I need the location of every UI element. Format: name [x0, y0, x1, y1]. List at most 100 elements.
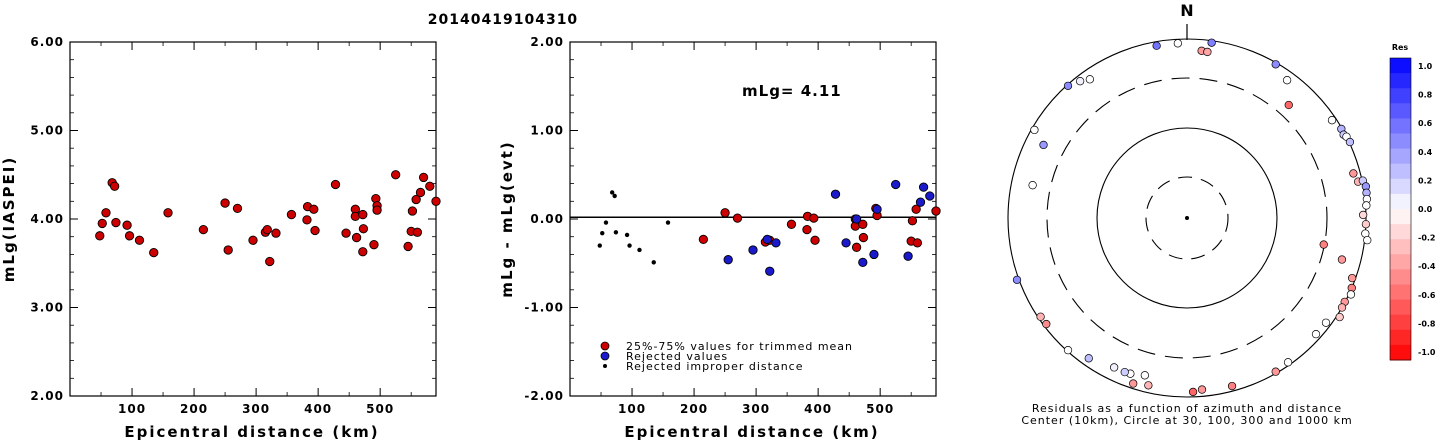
- magnitude-point: [350, 211, 361, 221]
- colorbar-cell: [1390, 148, 1411, 165]
- rejected-residual-point: [915, 197, 926, 207]
- rejected-residual-point: [851, 214, 862, 224]
- magnitude-point: [407, 206, 418, 216]
- azimuth-residual-point: [1271, 367, 1280, 376]
- middle-y-tick-label: -2.00: [524, 389, 564, 403]
- magnitude-point: [341, 228, 351, 238]
- rejected-residual-point: [762, 234, 772, 245]
- colorbar-tick-label: -0.4: [1418, 262, 1436, 271]
- mlg-annotation: mLg= 4.11: [742, 82, 842, 100]
- rejected-residual-point: [723, 255, 733, 265]
- magnitude-point: [310, 225, 320, 236]
- magnitude-point: [111, 217, 121, 228]
- colorbar-tick-label: 0.0: [1418, 205, 1433, 214]
- magnitude-point: [163, 208, 173, 218]
- rejected-residual-point: [858, 257, 868, 268]
- left-x-tick-label: 100: [118, 402, 146, 416]
- colorbar-tick-label: 0.6: [1418, 119, 1433, 128]
- colorbar-cell: [1390, 88, 1411, 104]
- accepted-residual-point: [907, 216, 918, 226]
- improper-distance-point: [609, 190, 615, 195]
- improper-distance-point: [597, 243, 602, 248]
- rejected-residual-point: [771, 238, 781, 248]
- improper-distance-point: [600, 230, 605, 236]
- azimuth-residual-point: [1348, 273, 1357, 283]
- accepted-residual-point: [698, 234, 709, 245]
- azimuth-residual-point: [1271, 60, 1280, 69]
- polar-caption-line-2: Center (10km), Circle at 30, 100, 300 an…: [1021, 414, 1352, 427]
- rejected-residual-point: [841, 238, 851, 248]
- magnitude-point: [418, 172, 429, 183]
- left-x-tick-label: 500: [366, 402, 394, 416]
- legend-marker-rejected: [600, 351, 610, 361]
- azimuth-residual-point: [1337, 303, 1347, 312]
- azimuth-residual-point: [1063, 345, 1073, 355]
- azimuth-residual-point: [1012, 275, 1022, 285]
- magnitude-point: [425, 181, 435, 191]
- colorbar-frame: [1389, 57, 1412, 361]
- improper-distance-point: [603, 220, 609, 225]
- middle-y-axis-label: mLg - mLg(evt): [498, 140, 516, 297]
- improper-distance-point: [624, 232, 630, 238]
- improper-distance-point: [612, 193, 617, 199]
- legend-label-improper: Rejected improper distance: [626, 360, 804, 373]
- azimuth-residual-point: [1085, 75, 1095, 84]
- magnitude-point: [198, 224, 209, 235]
- rejected-residual-point: [872, 204, 882, 214]
- accepted-residual-point: [720, 208, 730, 218]
- figure-title: 20140419104310: [428, 12, 578, 28]
- azimuth-residual-point: [1363, 235, 1372, 245]
- left-y-tick-label: 4.00: [30, 212, 64, 226]
- colorbar-tick-label: -0.2: [1418, 234, 1436, 243]
- magnitude-point: [262, 224, 272, 235]
- north-label: N: [1180, 1, 1193, 20]
- colorbar-cell: [1390, 209, 1411, 225]
- magnitude-point: [101, 208, 111, 218]
- colorbar-cell: [1390, 284, 1411, 301]
- middle-panel: -2.00 -1.00 0.00 1.00 2.00 100 200 300 400 500 m…: [498, 35, 941, 441]
- magnitude-point: [271, 228, 281, 238]
- colorbar-cell: [1390, 103, 1411, 119]
- colorbar-cell: [1390, 344, 1411, 361]
- azimuth-residual-point: [1345, 137, 1355, 147]
- accepted-residual-point: [809, 213, 819, 223]
- colorbar-cell: [1390, 133, 1411, 150]
- colorbar-title: Res: [1392, 43, 1409, 52]
- azimuth-residual-point: [1063, 81, 1073, 91]
- azimuth-residual-point: [1359, 210, 1368, 220]
- azimuth-residual-point: [1227, 381, 1237, 391]
- azimuth-residual-point: [1361, 220, 1371, 229]
- magnitude-point: [351, 232, 362, 243]
- azimuth-residual-point: [1030, 125, 1039, 135]
- middle-x-tick-label: 200: [680, 402, 708, 416]
- magnitude-point: [372, 205, 382, 215]
- ring-100km: [1096, 127, 1278, 309]
- left-x-tick-label: 200: [180, 402, 208, 416]
- azimuth-residual-point: [1120, 367, 1129, 377]
- ring-1000km: [1007, 38, 1367, 398]
- magnitude-point: [358, 209, 368, 220]
- magnitude-point: [122, 220, 132, 230]
- magnitude-point: [95, 231, 105, 241]
- magnitude-point: [302, 215, 312, 225]
- accepted-residual-point: [911, 204, 921, 214]
- magnitude-point: [415, 187, 426, 198]
- azimuth-residual-point: [1028, 181, 1037, 190]
- colorbar-tick-label: 1.0: [1418, 62, 1433, 71]
- magnitude-point: [431, 196, 441, 206]
- polar-caption-line-1: Residuals as a function of azimuth and d…: [1032, 402, 1342, 415]
- colorbar-tick-label: -0.6: [1418, 291, 1436, 300]
- azimuth-residual-point: [1140, 371, 1150, 380]
- middle-y-tick-label: 0.00: [530, 212, 564, 226]
- azimuth-residual-point: [1321, 318, 1331, 327]
- rejected-residual-point: [891, 179, 901, 190]
- rejected-residual-point: [748, 245, 758, 255]
- azimuth-residual-point: [1346, 290, 1356, 299]
- legend-marker-accepted: [600, 341, 610, 351]
- accepted-residual-point: [732, 213, 743, 223]
- center-point: [1185, 216, 1189, 220]
- azimuth-residual-point: [1337, 255, 1347, 264]
- azimuth-residual-point: [1152, 41, 1161, 50]
- azimuth-residual-point: [1109, 363, 1119, 372]
